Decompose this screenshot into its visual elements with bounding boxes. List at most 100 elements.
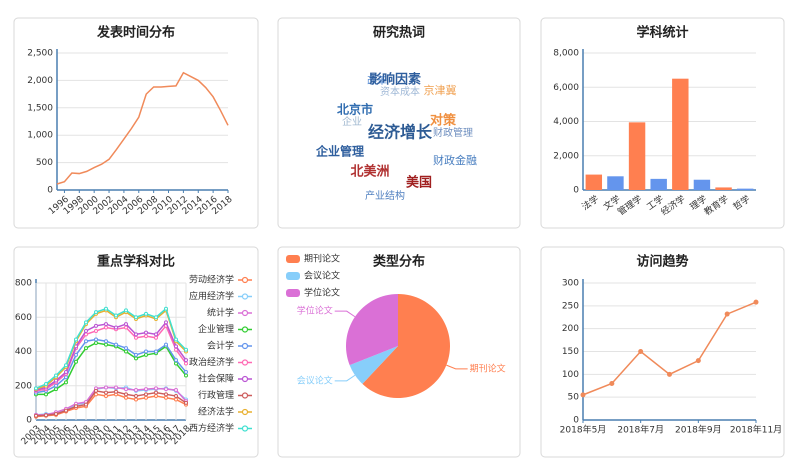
data-point <box>184 361 188 366</box>
x-tick-label: 2018年9月 <box>675 424 722 436</box>
y-tick-label: 250 <box>562 301 579 311</box>
data-point <box>94 337 98 342</box>
word: 产业结构 <box>365 189 405 202</box>
y-tick-label: 8,000 <box>553 49 579 59</box>
x-tick-label: 2018年5月 <box>560 424 607 436</box>
y-tick-label: 50 <box>568 393 580 403</box>
series-line <box>35 393 187 418</box>
data-point <box>164 342 168 347</box>
y-tick-label: 2,500 <box>27 49 53 59</box>
data-point <box>104 339 108 344</box>
data-point <box>34 413 38 418</box>
legend-label: 西方经济学 <box>189 422 234 434</box>
data-point <box>104 342 108 347</box>
word: 财政管理 <box>433 126 473 139</box>
series-line <box>35 338 187 394</box>
data-point <box>54 412 58 417</box>
y-tick-label: 400 <box>15 347 32 357</box>
y-tick-label: 500 <box>36 158 53 168</box>
data-point <box>94 310 98 315</box>
x-tick-label: 2018年7月 <box>617 424 664 436</box>
data-point <box>54 373 58 378</box>
word: 美国 <box>406 175 432 191</box>
data-point <box>54 387 58 392</box>
data-point <box>64 375 68 380</box>
data-point <box>164 306 168 311</box>
data-point <box>184 358 188 363</box>
series-line <box>35 390 187 417</box>
legend-label: 期刊论文 <box>304 253 340 265</box>
word: 北京市 <box>337 102 373 117</box>
bar <box>672 78 689 190</box>
data-point <box>134 352 138 357</box>
data-point <box>124 395 128 400</box>
data-point <box>114 342 118 347</box>
data-point <box>144 387 148 392</box>
data-point <box>134 394 138 399</box>
data-point <box>695 358 701 364</box>
word: 对策 <box>430 113 457 129</box>
data-point <box>164 387 168 392</box>
legend-marker <box>241 276 249 284</box>
data-point <box>34 386 38 391</box>
legend-swatch <box>286 272 300 280</box>
slice-label: 会议论文 <box>297 374 333 386</box>
series-line <box>36 386 187 416</box>
data-point <box>74 337 78 342</box>
data-point <box>54 383 58 388</box>
y-tick-label: 0 <box>573 186 579 196</box>
data-point <box>54 378 58 383</box>
data-point <box>84 339 88 344</box>
panel-title: 类型分布 <box>373 254 425 270</box>
y-tick-label: 1,500 <box>27 103 53 113</box>
y-tick-label: 100 <box>562 370 579 380</box>
panel <box>277 17 521 229</box>
data-point <box>154 335 158 340</box>
word: 财政金融 <box>433 153 477 167</box>
word: 经济增长 <box>368 123 433 142</box>
legend-marker <box>241 375 249 383</box>
panel-title: 学科统计 <box>636 25 688 41</box>
data-point <box>724 311 730 317</box>
pie-slice <box>349 346 398 384</box>
data-point <box>104 385 108 390</box>
series-line <box>36 342 187 396</box>
series-line <box>35 324 187 392</box>
pie-slice <box>346 294 398 366</box>
word: 影响因素 <box>369 72 421 88</box>
data-point <box>154 390 158 395</box>
data-point <box>134 315 138 320</box>
data-point <box>64 380 68 385</box>
y-tick-label: 0 <box>26 416 32 426</box>
legend-label: 应用经济学 <box>189 290 234 302</box>
data-point <box>164 395 168 400</box>
y-tick-label: 1,000 <box>27 131 53 141</box>
legend-label: 统计学 <box>207 307 234 319</box>
series-line <box>35 320 187 391</box>
legend-label: 社会保障 <box>198 373 234 385</box>
data-point <box>184 347 188 352</box>
data-point <box>114 389 118 394</box>
data-point <box>94 328 98 333</box>
data-point <box>124 322 128 327</box>
bar <box>715 187 732 190</box>
bar <box>693 179 711 190</box>
slice-label: 学位论文 <box>297 305 333 317</box>
data-point <box>84 402 88 407</box>
legend-swatch <box>286 289 300 297</box>
legend-label: 会计学 <box>207 340 234 352</box>
data-point <box>64 363 68 368</box>
y-tick-label: 800 <box>15 279 32 289</box>
data-point <box>114 385 118 390</box>
y-tick-label: 4,000 <box>553 117 579 127</box>
bar <box>650 178 667 190</box>
data-point <box>174 397 178 402</box>
data-point <box>74 404 78 409</box>
bar <box>736 188 754 190</box>
data-point <box>124 325 128 330</box>
panel-title: 研究热词 <box>373 25 425 41</box>
panel-title: 发表时间分布 <box>96 25 175 41</box>
data-point <box>44 382 48 387</box>
data-point <box>104 394 108 399</box>
